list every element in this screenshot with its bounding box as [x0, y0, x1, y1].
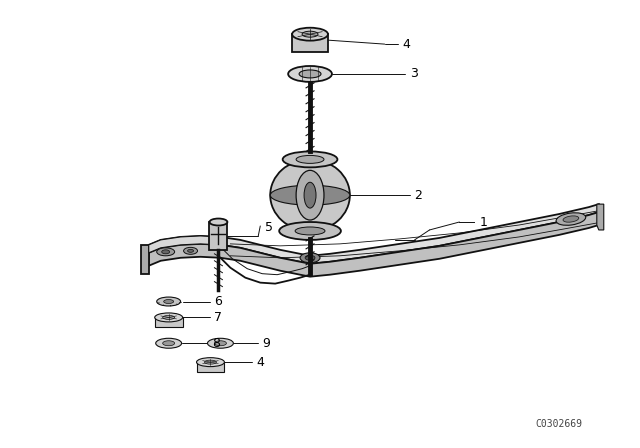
Polygon shape — [141, 245, 148, 274]
Ellipse shape — [302, 31, 318, 37]
Ellipse shape — [214, 341, 227, 346]
Ellipse shape — [299, 70, 321, 78]
Ellipse shape — [209, 219, 227, 225]
Ellipse shape — [163, 315, 175, 319]
Text: 6: 6 — [214, 295, 222, 308]
Ellipse shape — [563, 216, 579, 222]
Ellipse shape — [270, 159, 350, 231]
Ellipse shape — [296, 155, 324, 164]
Text: 9: 9 — [262, 337, 270, 350]
Polygon shape — [148, 212, 599, 277]
Polygon shape — [196, 362, 225, 372]
Polygon shape — [292, 34, 328, 52]
Text: 2: 2 — [415, 189, 422, 202]
Ellipse shape — [305, 255, 315, 260]
Ellipse shape — [304, 182, 316, 208]
Text: C0302669: C0302669 — [536, 419, 582, 429]
Ellipse shape — [207, 338, 234, 348]
Ellipse shape — [296, 170, 324, 220]
Ellipse shape — [292, 28, 328, 41]
Ellipse shape — [162, 250, 170, 254]
Ellipse shape — [279, 222, 341, 240]
Ellipse shape — [157, 248, 175, 256]
Text: 7: 7 — [214, 311, 223, 324]
Polygon shape — [596, 204, 604, 230]
Polygon shape — [209, 222, 227, 250]
Ellipse shape — [300, 253, 320, 263]
Text: 8: 8 — [212, 337, 220, 350]
Ellipse shape — [556, 213, 586, 225]
Polygon shape — [148, 204, 599, 264]
Ellipse shape — [157, 297, 180, 306]
Ellipse shape — [196, 358, 225, 366]
Ellipse shape — [164, 300, 173, 303]
Ellipse shape — [156, 338, 182, 348]
Ellipse shape — [155, 313, 182, 322]
Text: 5: 5 — [265, 221, 273, 234]
Text: 3: 3 — [410, 68, 417, 81]
Ellipse shape — [288, 66, 332, 82]
Ellipse shape — [188, 250, 193, 252]
Ellipse shape — [295, 227, 325, 235]
Ellipse shape — [270, 185, 350, 205]
Text: 4: 4 — [403, 38, 410, 51]
Text: 4: 4 — [256, 356, 264, 369]
Polygon shape — [155, 318, 182, 327]
Ellipse shape — [184, 247, 198, 254]
Ellipse shape — [283, 151, 337, 168]
Text: 1: 1 — [479, 215, 487, 228]
Ellipse shape — [163, 341, 175, 346]
Polygon shape — [148, 236, 218, 253]
Ellipse shape — [205, 360, 216, 364]
